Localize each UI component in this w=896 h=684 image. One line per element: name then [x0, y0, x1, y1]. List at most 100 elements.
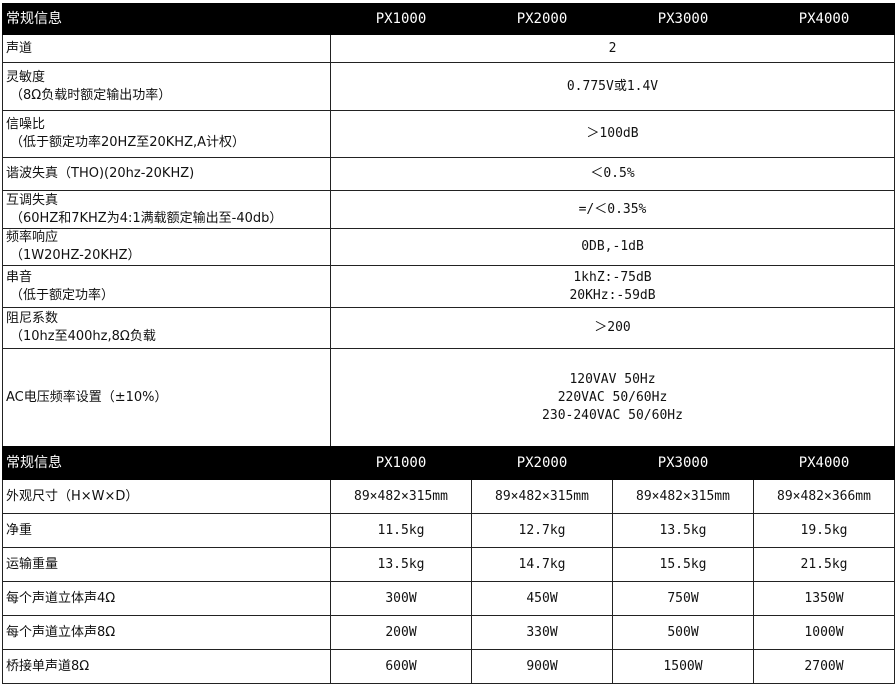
spec-value: 120VAV 50Hz 220VAC 50/60Hz 230-240VAC 50/6… [330, 348, 895, 447]
spec-row: 灵敏度 （8Ω负载时额定输出功率） 0.775V或1.4V [2, 62, 895, 111]
model-header: PX1000 [330, 3, 472, 35]
spec-value-line: =/＜0.35% [578, 201, 647, 217]
spec-label: 净重 [2, 513, 331, 548]
spec-value-line: 220VAC 50/60Hz [557, 389, 668, 405]
spec-value: 13.5kg [612, 513, 754, 548]
spec-label: 互调失真 [6, 192, 59, 208]
section-header: 常规信息 [2, 3, 331, 35]
spec-row: 桥接单声道8Ω 600W 900W 1500W 2700W [2, 649, 895, 684]
spec-value: 500W [612, 615, 754, 650]
spec-value-line: 0.775V或1.4V [566, 78, 659, 94]
spec-label-cell: AC电压频率设置（±10%） [2, 348, 331, 447]
model-header: PX2000 [471, 3, 613, 35]
spec-value: 89×482×315mm [330, 479, 472, 514]
spec-value: 0DB,-1dB [330, 228, 895, 266]
spec-row: 频率响应 （1W20HZ-20KHZ） 0DB,-1dB [2, 228, 895, 266]
spec-label: 外观尺寸（H×W×D） [2, 479, 331, 514]
spec-value: 450W [471, 581, 613, 616]
spec-value: 89×482×315mm [471, 479, 613, 514]
spec-label: AC电压频率设置（±10%） [6, 389, 168, 405]
spec-value: 330W [471, 615, 613, 650]
spec-label: 灵敏度 [6, 69, 46, 85]
spec-value: 750W [612, 581, 754, 616]
spec-row: 信噪比 （低于额定功率20HZ至20KHZ,A计权） ＞100dB [2, 110, 895, 158]
spec-value: 300W [330, 581, 472, 616]
spec-label: 桥接单声道8Ω [2, 649, 331, 684]
spec-value: 2700W [753, 649, 895, 684]
spec-sublabel: （1W20HZ-20KHZ） [10, 248, 141, 263]
spec-value: 12.7kg [471, 513, 613, 548]
spec-row: 运输重量 13.5kg 14.7kg 15.5kg 21.5kg [2, 547, 895, 582]
spec-row: 外观尺寸（H×W×D） 89×482×315mm 89×482×315mm 89×48… [2, 479, 895, 514]
spec-sublabel: （低于额定功率） [10, 287, 115, 303]
model-header: PX3000 [612, 3, 754, 35]
spec-row: 每个声道立体声4Ω 300W 450W 750W 1350W [2, 581, 895, 616]
spec-value: 2 [330, 34, 895, 63]
spec-value: 15.5kg [612, 547, 754, 582]
spec-value-line: 1khZ:-75dB [573, 269, 652, 285]
spec-label: 声道 [6, 40, 33, 56]
spec-value: ＜0.5% [330, 157, 895, 191]
model-header: PX3000 [612, 446, 754, 480]
spec-value: 19.5kg [753, 513, 895, 548]
spec-sublabel: （10hz至400hz,8Ω负载 [10, 329, 156, 344]
spec-value-line: 0DB,-1dB [581, 239, 644, 254]
spec-label-cell: 谐波失真（THO)(20hz-20KHZ) [2, 157, 331, 191]
spec-label: 运输重量 [2, 547, 331, 582]
spec-sublabel: （低于额定功率20HZ至20KHZ,A计权） [10, 135, 245, 150]
spec-value: ＞200 [330, 307, 895, 349]
spec-value: 13.5kg [330, 547, 472, 582]
specs-table-general: 常规信息 PX1000 PX2000 PX3000 PX4000 声道 2 灵敏度 （8Ω负载时… [2, 3, 895, 447]
spec-value: 1000W [753, 615, 895, 650]
spec-label: 阻尼系数 [6, 311, 59, 326]
spec-value: 1350W [753, 581, 895, 616]
spec-label-cell: 灵敏度 （8Ω负载时额定输出功率） [2, 62, 331, 111]
spec-row: 每个声道立体声8Ω 200W 330W 500W 1000W [2, 615, 895, 650]
spec-value: 1500W [612, 649, 754, 684]
spec-value: 11.5kg [330, 513, 472, 548]
spec-label-cell: 阻尼系数 （10hz至400hz,8Ω负载 [2, 307, 331, 349]
spec-label-cell: 信噪比 （低于额定功率20HZ至20KHZ,A计权） [2, 110, 331, 158]
spec-row: AC电压频率设置（±10%） 120VAV 50Hz 220VAC 50/60Hz 2… [2, 348, 895, 447]
spec-value: 89×482×366mm [753, 479, 895, 514]
spec-value: 200W [330, 615, 472, 650]
model-header: PX4000 [753, 3, 895, 35]
spec-label: 谐波失真（THO)(20hz-20KHZ) [6, 166, 195, 181]
spec-row: 串音 （低于额定功率） 1khZ:-75dB 20KHz:-59dB [2, 265, 895, 308]
spec-label: 串音 [6, 269, 33, 285]
spec-value-line: ＞100dB [586, 126, 639, 141]
spec-value-line: 230-240VAC 50/60Hz [542, 407, 683, 423]
spec-value: =/＜0.35% [330, 190, 895, 229]
specs-table-physical: 常规信息 PX1000 PX2000 PX3000 PX4000 外观尺寸（H×W×D） 8… [2, 446, 895, 684]
spec-row: 阻尼系数 （10hz至400hz,8Ω负载 ＞200 [2, 307, 895, 349]
spec-value: 1khZ:-75dB 20KHz:-59dB [330, 265, 895, 308]
spec-value: 14.7kg [471, 547, 613, 582]
header-row: 常规信息 PX1000 PX2000 PX3000 PX4000 [2, 446, 895, 480]
spec-row: 净重 11.5kg 12.7kg 13.5kg 19.5kg [2, 513, 895, 548]
spec-label-cell: 频率响应 （1W20HZ-20KHZ） [2, 228, 331, 266]
spec-value: 89×482×315mm [612, 479, 754, 514]
spec-label-cell: 互调失真 （60HZ和7KHZ为4:1满载额定输出至-40db） [2, 190, 331, 229]
spec-label: 每个声道立体声8Ω [2, 615, 331, 650]
spec-label: 频率响应 [6, 230, 59, 245]
model-header: PX2000 [471, 446, 613, 480]
spec-sublabel: （8Ω负载时额定输出功率） [10, 87, 172, 103]
spec-value-line: ＜0.5% [590, 166, 635, 181]
spec-value: 21.5kg [753, 547, 895, 582]
spec-label: 信噪比 [6, 117, 46, 132]
header-row: 常规信息 PX1000 PX2000 PX3000 PX4000 [2, 3, 895, 35]
spec-label-cell: 声道 [2, 34, 331, 63]
spec-value-line: 20KHz:-59dB [569, 287, 656, 303]
spec-row: 互调失真 （60HZ和7KHZ为4:1满载额定输出至-40db） =/＜0.35% [2, 190, 895, 229]
spec-value: ＞100dB [330, 110, 895, 158]
spec-value: 0.775V或1.4V [330, 62, 895, 111]
spec-label: 每个声道立体声4Ω [2, 581, 331, 616]
spec-row: 谐波失真（THO)(20hz-20KHZ) ＜0.5% [2, 157, 895, 191]
section-header: 常规信息 [2, 446, 331, 480]
spec-value-line: 2 [608, 40, 617, 56]
spec-value: 600W [330, 649, 472, 684]
spec-value: 900W [471, 649, 613, 684]
spec-sublabel: （60HZ和7KHZ为4:1满载额定输出至-40db） [10, 210, 283, 226]
model-header: PX1000 [330, 446, 472, 480]
model-header: PX4000 [753, 446, 895, 480]
